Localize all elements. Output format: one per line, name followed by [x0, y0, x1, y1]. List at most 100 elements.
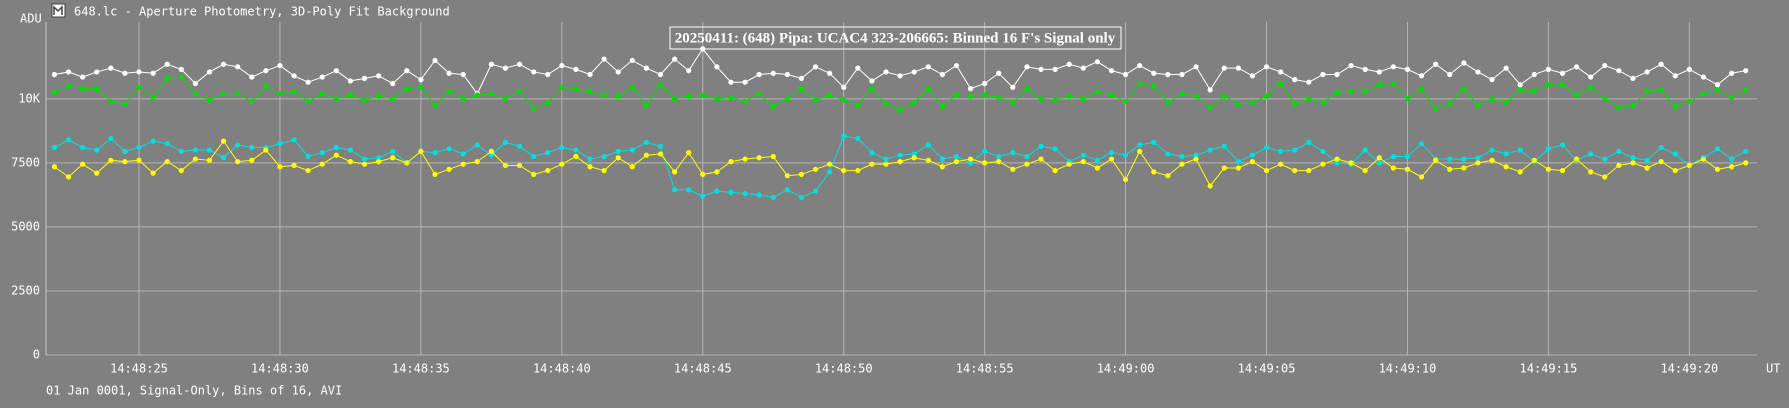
data-point: [601, 92, 607, 98]
data-point: [897, 73, 903, 79]
data-point: [220, 155, 227, 161]
data-point: [1616, 68, 1622, 74]
data-point: [1334, 156, 1340, 162]
data-point: [1151, 139, 1157, 145]
data-point: [545, 150, 551, 156]
data-point: [516, 143, 523, 149]
data-point: [263, 147, 269, 153]
data-point: [516, 61, 523, 67]
data-point: [1052, 146, 1058, 152]
data-point: [841, 84, 847, 90]
data-point: [136, 157, 142, 163]
data-point: [418, 148, 424, 154]
data-point: [1080, 159, 1086, 165]
data-point: [1207, 183, 1213, 189]
data-point: [361, 161, 368, 167]
data-point: [1559, 70, 1566, 76]
data-point: [1503, 100, 1509, 106]
x-tick-label: 14:48:25: [110, 362, 168, 376]
data-point: [728, 159, 734, 165]
data-point: [1672, 103, 1678, 110]
data-point: [108, 157, 114, 163]
data-point: [192, 147, 198, 153]
data-point: [446, 146, 452, 152]
data-point: [1010, 150, 1016, 156]
data-point: [686, 187, 692, 193]
data-point: [798, 75, 805, 81]
data-point: [1517, 147, 1523, 153]
data-point: [1249, 159, 1256, 165]
data-point: [1292, 101, 1298, 107]
data-point: [657, 71, 664, 78]
data-point: [587, 156, 593, 162]
data-point: [728, 79, 734, 85]
data-point: [1320, 71, 1326, 78]
data-point: [1193, 64, 1199, 70]
data-point: [488, 91, 494, 97]
data-point: [770, 194, 776, 201]
data-point: [869, 78, 875, 84]
x-tick-label: 14:48:40: [533, 362, 591, 376]
data-point: [883, 69, 889, 75]
data-point: [798, 194, 805, 201]
y-tick-label: 10K: [18, 91, 40, 105]
data-point: [206, 69, 213, 75]
data-point: [953, 159, 960, 165]
data-point: [291, 88, 297, 94]
data-point: [474, 142, 480, 148]
data-point: [1743, 148, 1749, 154]
data-point: [700, 92, 706, 98]
data-point: [897, 152, 903, 158]
data-point: [1461, 156, 1467, 162]
data-point: [756, 155, 762, 161]
x-tick-label: 14:49:15: [1520, 362, 1578, 376]
data-point: [1461, 60, 1467, 66]
data-point: [1447, 101, 1453, 107]
data-point: [925, 64, 931, 70]
chart-title: 20250411: (648) Pipa: UCAC4 323-206665: …: [675, 30, 1116, 46]
data-point: [1658, 159, 1664, 165]
data-point: [1235, 101, 1241, 107]
data-point: [545, 167, 551, 174]
data-point: [1038, 156, 1044, 162]
data-point: [1461, 165, 1467, 171]
data-point: [361, 156, 368, 162]
data-point: [714, 96, 720, 102]
data-point: [1545, 82, 1552, 88]
data-point: [1404, 66, 1411, 72]
data-point: [869, 86, 875, 92]
data-point: [615, 155, 621, 161]
data-point: [432, 150, 438, 156]
data-point: [1122, 71, 1129, 78]
data-point: [1137, 80, 1143, 87]
data-point: [841, 97, 847, 103]
data-point: [347, 92, 354, 98]
data-point: [235, 91, 241, 97]
data-point: [1447, 71, 1453, 78]
data-point: [333, 96, 339, 102]
y-axis-label: ADU: [20, 12, 42, 26]
data-point: [1278, 148, 1284, 154]
data-point: [1630, 160, 1636, 166]
data-point: [1573, 64, 1580, 70]
data-point: [347, 78, 354, 84]
data-point: [573, 86, 579, 92]
data-point: [601, 167, 607, 174]
data-point: [671, 56, 678, 62]
data-point: [559, 161, 565, 167]
data-point: [1235, 165, 1241, 171]
data-point: [249, 157, 255, 163]
data-point: [1263, 167, 1270, 174]
data-point: [333, 152, 339, 158]
data-point: [1066, 61, 1072, 67]
data-point: [220, 138, 227, 144]
data-point: [1503, 164, 1509, 170]
data-point: [178, 74, 184, 80]
data-point: [967, 160, 974, 166]
data-point: [1080, 96, 1086, 102]
data-point: [1630, 155, 1636, 161]
data-point: [80, 86, 86, 92]
data-point: [1433, 61, 1439, 67]
data-point: [404, 68, 410, 74]
